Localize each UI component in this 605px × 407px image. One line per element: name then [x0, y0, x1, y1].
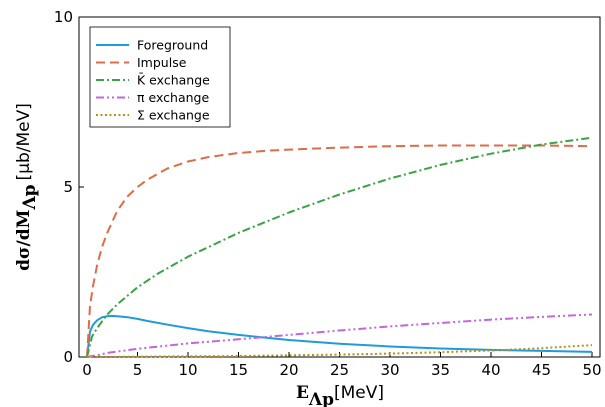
tick-layer: 0 5 10 15 20 25 30 35 40 45 50 0 5 10 [54, 8, 602, 379]
y-axis-label-main: dσ/dM [14, 209, 34, 271]
legend-items: Foreground Impulse K̄ exchange π exchange Σ … [96, 38, 210, 123]
y-axis-label: dσ/dMΛp [μb/MeV] [14, 103, 40, 271]
x-tick-label: 25 [330, 361, 349, 379]
legend: Foreground Impulse K̄ exchange π exchange Σ … [89, 26, 231, 128]
x-tick-label: 40 [481, 361, 500, 379]
series-layer [86, 136, 593, 358]
y-tick-label: 0 [63, 348, 73, 366]
legend-label: Impulse [137, 55, 187, 70]
x-axis-label-main: E [296, 383, 309, 403]
x-tick-label: 30 [380, 361, 399, 379]
y-axis-label-subscript: Λp [20, 184, 40, 210]
y-tick-label: 5 [63, 178, 73, 196]
x-tick-label: 15 [229, 361, 248, 379]
legend-label: Foreground [137, 38, 208, 53]
legend-label: K̄ exchange [137, 73, 210, 88]
x-tick-label: 10 [178, 361, 197, 379]
series-line [86, 314, 593, 358]
x-axis-label: EΛp[MeV] [296, 383, 384, 407]
series-line [86, 136, 593, 358]
x-tick-label: 0 [82, 361, 92, 379]
legend-label: π exchange [137, 90, 209, 105]
x-tick-label: 50 [582, 361, 601, 379]
x-axis-label-unit: [MeV] [334, 383, 384, 403]
x-tick-label: 5 [133, 361, 143, 379]
series-line [86, 313, 593, 358]
x-axis-label-subscript: Λp [308, 390, 334, 407]
series-line [86, 344, 593, 358]
legend-label: Σ exchange [137, 108, 210, 123]
x-tick-label: 35 [431, 361, 450, 379]
legend-box [89, 26, 231, 128]
series-line [86, 144, 593, 358]
y-axis-label-unit: [μb/MeV] [14, 103, 34, 180]
x-tick-label: 20 [279, 361, 298, 379]
y-tick-label: 10 [54, 8, 73, 26]
x-tick-label: 45 [532, 361, 551, 379]
